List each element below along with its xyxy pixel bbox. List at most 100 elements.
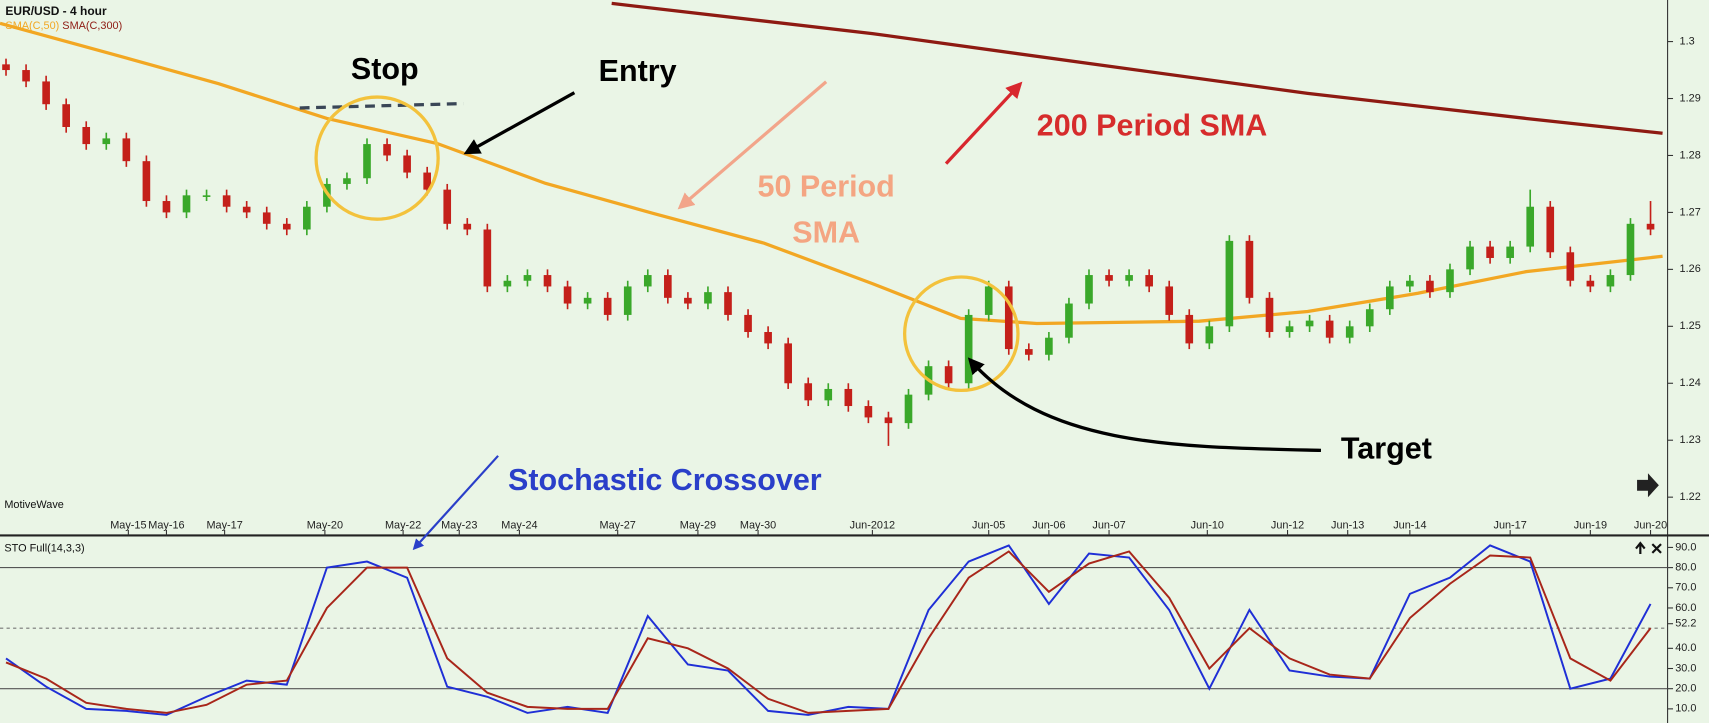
entry-circle bbox=[314, 95, 440, 221]
candle-body bbox=[1145, 275, 1153, 287]
candle-body bbox=[62, 104, 70, 127]
candle-body bbox=[864, 406, 873, 418]
candle-body bbox=[262, 212, 271, 224]
candle-body bbox=[1446, 269, 1454, 293]
sma50-arrow bbox=[677, 80, 828, 210]
candle-body bbox=[102, 138, 111, 145]
candle-body bbox=[623, 286, 632, 315]
candle-body bbox=[1125, 275, 1133, 281]
x-tick-label: May-23 bbox=[441, 519, 477, 531]
legend: SMA(C,50) SMA(C,300) bbox=[5, 20, 122, 32]
stop-line bbox=[299, 101, 464, 110]
candle-body bbox=[964, 314, 973, 384]
candle-body bbox=[583, 297, 592, 304]
x-tick-label: Jun-19 bbox=[1574, 519, 1607, 531]
stoch-line bbox=[5, 550, 1652, 714]
x-tick-label: Jun-13 bbox=[1331, 519, 1364, 531]
annotation: Stop bbox=[351, 52, 419, 86]
annotation: 50 Period bbox=[757, 170, 894, 204]
candle-body bbox=[1546, 206, 1555, 253]
candle-body bbox=[1566, 252, 1575, 281]
y-tick-label: 60.0 bbox=[1675, 602, 1696, 614]
x-tick-label: Jun-17 bbox=[1493, 519, 1526, 531]
candle-body bbox=[824, 388, 833, 401]
y-tick-label: 1.3 bbox=[1680, 35, 1695, 47]
candle-body bbox=[182, 195, 191, 213]
candle-body bbox=[1045, 337, 1053, 355]
x-tick-label: Jun-14 bbox=[1393, 519, 1426, 531]
candle-body bbox=[1205, 326, 1214, 344]
y-tick-label: 1.23 bbox=[1680, 434, 1701, 446]
panel-controls-icon[interactable] bbox=[1635, 541, 1662, 554]
candle-body bbox=[1065, 303, 1073, 338]
candle-body bbox=[443, 189, 452, 224]
candle-body bbox=[724, 292, 732, 315]
candle-body bbox=[704, 292, 712, 304]
y-tick-label: 90.0 bbox=[1675, 541, 1696, 553]
candle-body bbox=[1245, 240, 1254, 298]
x-tick-label: Jun-2012 bbox=[850, 519, 895, 531]
scroll-arrow-icon[interactable] bbox=[1637, 473, 1659, 498]
candle-body bbox=[1225, 240, 1234, 327]
y-tick-label: 1.28 bbox=[1680, 149, 1701, 161]
candle-body bbox=[643, 275, 652, 287]
candle-body bbox=[1626, 223, 1635, 276]
sma-line bbox=[0, 21, 1663, 326]
candle-body bbox=[744, 314, 752, 333]
candle-body bbox=[1025, 349, 1033, 355]
y-tick-label: 1.29 bbox=[1680, 92, 1701, 104]
annotation: 200 Period SMA bbox=[1037, 109, 1268, 143]
candle-body bbox=[1506, 246, 1514, 258]
candle-body bbox=[222, 195, 231, 207]
y-tick-label: 1.27 bbox=[1680, 206, 1701, 218]
candle-body bbox=[1646, 223, 1655, 230]
candle-body bbox=[684, 297, 692, 304]
stoch-arrow bbox=[412, 455, 499, 551]
target-arrow bbox=[967, 357, 1322, 453]
candle-body bbox=[303, 206, 311, 230]
x-tick-label: May-24 bbox=[501, 519, 537, 531]
candle-body bbox=[1305, 320, 1314, 327]
stoch-plot bbox=[0, 544, 1668, 716]
candle-body bbox=[162, 201, 171, 213]
candle-body bbox=[664, 275, 672, 298]
stoch-title: STO Full(14,3,3) bbox=[4, 542, 84, 554]
annotation: Stochastic Crossover bbox=[508, 463, 822, 497]
annotation: Target bbox=[1341, 431, 1432, 465]
candle-body bbox=[1406, 280, 1414, 287]
x-tick-label: May-17 bbox=[206, 519, 242, 531]
candle-body bbox=[523, 275, 532, 281]
candle-body bbox=[1466, 246, 1474, 270]
candle-body bbox=[764, 332, 772, 344]
candle-body bbox=[1265, 297, 1274, 333]
candle-body bbox=[42, 81, 50, 105]
y-tick-label: 1.22 bbox=[1680, 491, 1701, 503]
candle-body bbox=[463, 223, 472, 230]
candle-body bbox=[142, 161, 151, 202]
candle-body bbox=[1586, 280, 1595, 287]
y-tick-label: 70.0 bbox=[1675, 582, 1696, 594]
candle-body bbox=[984, 286, 993, 315]
candle-body bbox=[603, 297, 612, 315]
candle-body bbox=[1285, 326, 1294, 333]
y-tick-label: 1.26 bbox=[1680, 263, 1701, 275]
x-tick-label: May-20 bbox=[307, 519, 343, 531]
candle-body bbox=[363, 144, 371, 179]
x-tick-label: May-27 bbox=[600, 519, 636, 531]
candle-body bbox=[483, 229, 492, 287]
entry-arrow bbox=[463, 91, 576, 155]
candle-body bbox=[844, 388, 853, 407]
x-tick-label: May-22 bbox=[385, 519, 421, 531]
candle-body bbox=[202, 195, 211, 197]
candle-body bbox=[1165, 286, 1174, 315]
y-tick-label: 10.0 bbox=[1675, 703, 1696, 715]
candle-body bbox=[1386, 286, 1394, 310]
candle-body bbox=[1426, 280, 1434, 293]
y-tick-label: 52.2 bbox=[1675, 618, 1696, 630]
candle-body bbox=[242, 206, 251, 213]
x-tick-label: May-15 bbox=[110, 519, 146, 531]
candle-body bbox=[2, 64, 10, 71]
price-plot bbox=[0, 1, 1663, 446]
